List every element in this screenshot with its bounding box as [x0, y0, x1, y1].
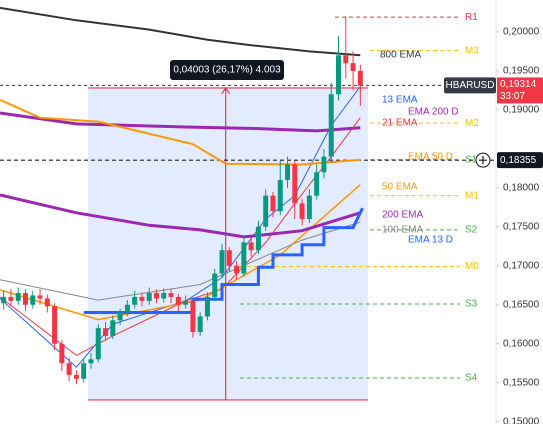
add-alert-icon	[479, 156, 487, 165]
candle-body	[1, 296, 7, 304]
candle-body	[197, 316, 203, 333]
candle-body	[44, 298, 50, 307]
candle-body	[357, 70, 363, 86]
candle-body	[314, 172, 320, 196]
y-tick-label: 0,17000	[503, 260, 540, 271]
y-tick-label: 0,16500	[503, 299, 540, 310]
candle-body	[124, 304, 130, 313]
ema-label: 200 EMA	[382, 210, 423, 221]
ema-label: 21 EMA	[382, 118, 418, 129]
ema-label: 13 EMA	[382, 95, 418, 106]
pivot-label: S2	[465, 225, 478, 236]
candle-body	[226, 250, 232, 266]
ema-line	[0, 6, 361, 57]
candle-body	[285, 164, 291, 181]
candle-body	[219, 250, 225, 274]
y-tick-label: 0,19500	[503, 66, 540, 77]
candle-body	[183, 300, 189, 305]
candle-body	[350, 63, 356, 71]
countdown-label: 33:07	[500, 91, 525, 102]
candle-body	[306, 195, 312, 220]
candle-body	[190, 300, 196, 333]
pivot-label: S3	[465, 299, 478, 310]
candle-body	[343, 55, 349, 64]
candle-body	[8, 296, 14, 301]
candle-body	[15, 293, 21, 301]
candle-body	[81, 363, 87, 379]
candle-body	[204, 296, 210, 317]
measure-label: 0,04003 (26,17%) 4.003	[173, 65, 281, 76]
candle-body	[146, 293, 152, 301]
measure-arrow-head	[221, 86, 231, 95]
candle-body	[154, 293, 160, 299]
candle-body	[241, 242, 247, 274]
candle-body	[255, 226, 261, 251]
candle-body	[248, 242, 254, 251]
candle-body	[103, 328, 109, 336]
candle-body	[270, 195, 276, 212]
candle-body	[59, 343, 65, 364]
candle-body	[95, 328, 101, 360]
pivot-label: S4	[465, 373, 478, 384]
candle-body	[321, 156, 327, 173]
candle-body	[66, 363, 72, 375]
candle-body	[263, 195, 269, 227]
y-tick-label: 0,16000	[503, 338, 540, 349]
candle-body	[234, 265, 240, 274]
candle-body	[139, 296, 145, 301]
candle-body	[52, 306, 58, 344]
ema-label: EMA 50 D	[408, 152, 453, 163]
y-tick-label: 0,15000	[503, 416, 540, 424]
y-tick-label: 0,17500	[503, 221, 540, 232]
ema-label: EMA 200 D	[408, 107, 459, 118]
alert-price-label: 0,18355	[500, 155, 537, 166]
alert-price-bg	[497, 152, 543, 169]
candle-body	[22, 293, 28, 305]
y-tick-label: 0,20000	[503, 27, 540, 38]
y-tick-label: 0,18000	[503, 182, 540, 193]
last-price-label: 0,19314	[500, 79, 537, 90]
ema-label: 800 EMA	[380, 50, 421, 61]
measure-label-bg	[170, 60, 284, 80]
candle-body	[132, 296, 138, 305]
candle-body	[299, 203, 305, 220]
pivot-label: M1	[465, 190, 479, 201]
ema-line	[0, 111, 361, 133]
ema-label: 100 EMA	[382, 225, 423, 236]
ema-label: EMA 13 D	[408, 235, 453, 246]
pivot-label: M3	[465, 45, 479, 56]
ema-label: 50 EMA	[382, 182, 418, 193]
candle-body	[328, 94, 334, 157]
symbol-label-bg	[444, 77, 496, 94]
symbol-label: HBARUSD	[446, 80, 495, 91]
y-tick-label: 0,19000	[503, 105, 540, 116]
candle-body	[110, 320, 116, 336]
y-tick-label: 0,15500	[503, 377, 540, 388]
ema-line	[0, 193, 361, 239]
candle-body	[168, 293, 174, 297]
candle-body	[292, 164, 298, 204]
pivot-label: R1	[465, 12, 478, 23]
ema-line	[0, 86, 361, 368]
candle-body	[117, 312, 123, 321]
candle-body	[161, 293, 167, 299]
candle-body	[30, 295, 36, 305]
candle-body	[277, 180, 283, 212]
candle-body	[37, 295, 43, 299]
pivot-label: M2	[465, 118, 479, 129]
candle-body	[212, 273, 218, 297]
pivot-label: M0	[465, 261, 479, 272]
candle-body	[88, 359, 94, 364]
candle-body	[175, 296, 181, 305]
ema-line	[0, 98, 361, 166]
candle-body	[73, 374, 79, 379]
candle-body	[335, 55, 341, 95]
last-price-bg	[497, 77, 543, 104]
ema-line	[0, 221, 361, 301]
